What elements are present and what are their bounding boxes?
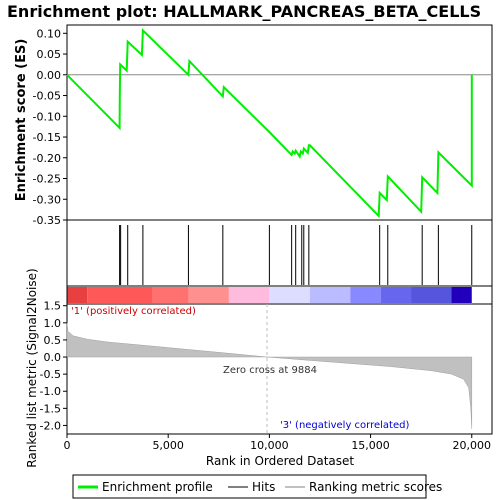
metric-xtick-label: 10,000	[250, 439, 289, 452]
metric-ylabel: Ranked list metric (Signal2Noise)	[25, 268, 39, 467]
heatmap-segment	[87, 287, 152, 303]
es-ylabel: Enrichment score (ES)	[14, 39, 29, 202]
es-panel: 0.10 0.05 0.00 -0.05 -0.10 -0.15 -0.20 -0.25 -0.…	[14, 24, 493, 227]
metric-xtick-label: 15,000	[351, 439, 390, 452]
enrichment-profile-line	[66, 28, 473, 219]
metric-ytick-label: 0.5	[44, 334, 62, 347]
metric-ytick-label: -1.0	[40, 385, 61, 398]
heatmap-segment	[411, 287, 452, 303]
heatmap-segment	[228, 287, 270, 303]
metric-ytick-label: -1.5	[40, 402, 61, 415]
ranking-metric-area	[66, 322, 473, 429]
es-ytick-label: -0.25	[33, 173, 61, 186]
heatmap-segment	[188, 287, 229, 303]
metric-xtick-label: 5,000	[152, 439, 184, 452]
es-ytick-label: -0.35	[33, 214, 61, 227]
zero-cross-label: Zero cross at 9884	[223, 365, 317, 376]
metric-xtick-label: 0	[64, 439, 71, 452]
heatmap-segment	[152, 287, 189, 303]
metric-ytick-label: -0.5	[40, 368, 61, 381]
metric-panel: 1.5 1.0 0.5 0.0 -0.5 -1.0 -1.5 -2.0 0 5,000 10,00…	[25, 268, 493, 468]
hits-frame	[66, 219, 493, 287]
rank-heatmap-bar	[67, 287, 472, 303]
heatmap-segment	[67, 287, 88, 303]
positive-correlation-label: '1' (positively correlated)	[71, 306, 196, 317]
es-ytick-label: 0.00	[37, 69, 62, 82]
hits-panel	[66, 219, 493, 287]
metric-ytick-label: 1.0	[44, 317, 62, 330]
heatmap-segment	[380, 287, 412, 303]
es-ytick-label: -0.30	[33, 193, 61, 206]
heatmap-segment	[269, 287, 310, 303]
chart-title: Enrichment plot: HALLMARK_PANCREAS_BETA_…	[7, 2, 481, 21]
es-ytick-label: -0.15	[33, 131, 61, 144]
legend-frame	[72, 474, 427, 499]
metric-ytick-label: 0.0	[44, 351, 62, 364]
legend-enrichment-label: Enrichment profile	[102, 480, 213, 494]
heatmap-segment	[309, 287, 351, 303]
es-ytick-label: 0.05	[37, 48, 62, 61]
es-ytick-label: -0.20	[33, 152, 61, 165]
heatmap-segment	[451, 287, 472, 303]
metric-ytick-label: 1.5	[44, 300, 62, 313]
metric-xtick-label: 20,000	[453, 439, 492, 452]
es-ytick-label: -0.05	[33, 90, 61, 103]
chart-legend: Enrichment profile Hits Ranking metric s…	[72, 474, 442, 499]
metric-ytick-label: -2.0	[40, 419, 61, 432]
heatmap-segment	[350, 287, 381, 303]
es-ytick-label: 0.10	[37, 27, 62, 40]
negative-correlation-label: '3' (negatively correlated)	[280, 420, 409, 431]
metric-xlabel: Rank in Ordered Dataset	[206, 454, 354, 468]
legend-hits-label: Hits	[252, 480, 275, 494]
legend-metric-label: Ranking metric scores	[309, 480, 442, 494]
es-plot-frame	[66, 24, 493, 221]
es-ytick-label: -0.10	[33, 110, 61, 123]
